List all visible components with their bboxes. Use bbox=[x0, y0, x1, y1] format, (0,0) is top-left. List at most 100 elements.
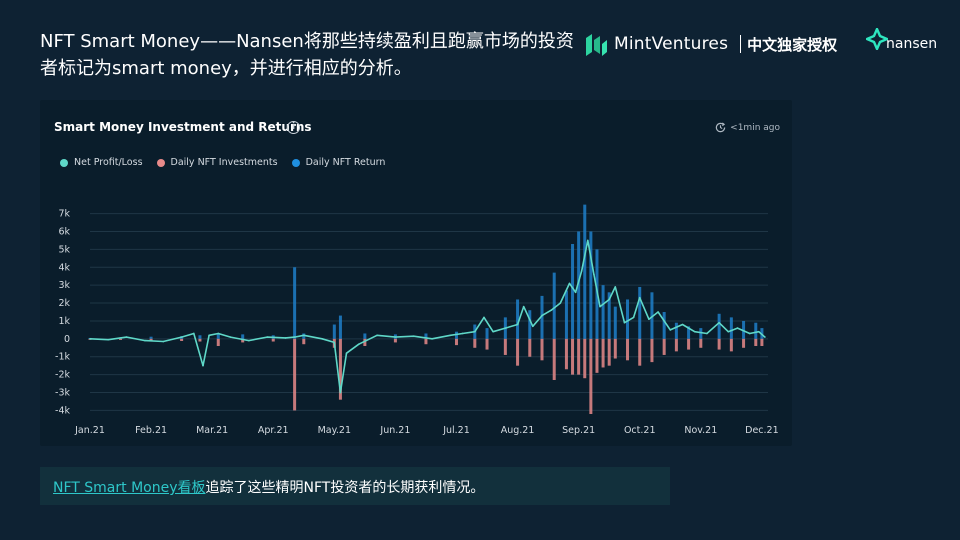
investment-bar bbox=[583, 338, 587, 379]
investment-bar bbox=[338, 338, 342, 400]
return-bar bbox=[583, 204, 587, 339]
net-profit-point bbox=[266, 336, 268, 338]
caption: NFT Smart Money看板追踪了这些精明NFT投资者的长期获利情况。 bbox=[53, 477, 484, 497]
return-bar bbox=[564, 290, 568, 339]
x-tick-label: Apr.21 bbox=[258, 425, 289, 436]
investment-bar bbox=[241, 338, 245, 343]
brand-divider bbox=[740, 35, 742, 53]
net-profit-point bbox=[681, 323, 684, 326]
net-profit-point bbox=[162, 340, 165, 343]
net-profit-point bbox=[339, 391, 342, 394]
y-tick-label: 5k bbox=[58, 244, 70, 255]
net-profit-point bbox=[727, 330, 730, 333]
return-bar bbox=[674, 322, 678, 339]
investment-bar bbox=[638, 338, 642, 366]
x-tick-label: Jan.21 bbox=[74, 425, 105, 436]
investment-bar bbox=[687, 338, 691, 350]
return-bar bbox=[198, 335, 202, 339]
net-profit-point bbox=[550, 309, 552, 312]
return-bar bbox=[424, 333, 428, 339]
net-profit-point bbox=[217, 332, 220, 335]
return-bar bbox=[662, 312, 666, 339]
net-profit-point bbox=[574, 291, 577, 294]
net-profit-point bbox=[376, 334, 378, 337]
legend-label-return: Daily NFT Return bbox=[305, 157, 386, 168]
refresh-clock-icon bbox=[715, 122, 726, 133]
caption-text: 追踪了这些精明NFT投资者的长期获利情况。 bbox=[205, 480, 485, 496]
y-tick-label: -1k bbox=[55, 352, 70, 363]
x-tick-label: Aug.21 bbox=[501, 425, 535, 436]
info-icon[interactable]: i bbox=[287, 121, 300, 134]
investment-bar bbox=[473, 338, 477, 348]
investment-bar bbox=[674, 338, 678, 352]
return-bar bbox=[149, 336, 153, 339]
y-tick-label: 0 bbox=[64, 334, 70, 345]
y-tick-label: 7k bbox=[58, 209, 70, 220]
net-profit-point bbox=[758, 330, 760, 333]
net-profit-point bbox=[107, 338, 110, 341]
net-profit-point bbox=[706, 332, 708, 335]
legend-dot-investments bbox=[156, 158, 165, 167]
investment-bar bbox=[485, 338, 489, 350]
investment-bar bbox=[760, 338, 764, 346]
net-profit-point bbox=[718, 321, 720, 324]
net-profit-point bbox=[208, 334, 210, 337]
investment-bar bbox=[393, 338, 397, 343]
investment-bar bbox=[424, 338, 428, 345]
return-bar bbox=[607, 292, 611, 339]
net-profit-point bbox=[522, 305, 525, 308]
return-bar bbox=[589, 231, 593, 339]
net-profit-point bbox=[587, 239, 589, 242]
slide-title: NFT Smart Money——Nansen将那些持续盈利且跑赢市场的投资者标… bbox=[40, 31, 574, 79]
net-profit-point bbox=[632, 316, 635, 319]
net-profit-point bbox=[614, 286, 617, 288]
x-tick-label: Oct.21 bbox=[624, 425, 656, 436]
return-bar bbox=[216, 333, 220, 339]
y-tick-label: 6k bbox=[58, 226, 70, 237]
x-tick-label: Jun.21 bbox=[379, 425, 410, 436]
investment-bar bbox=[662, 338, 666, 355]
net-profit-point bbox=[474, 330, 476, 333]
x-tick-label: May.21 bbox=[318, 425, 351, 436]
mint-ventures-logo-icon bbox=[586, 34, 607, 56]
net-profit-point bbox=[202, 364, 204, 367]
net-profit-point bbox=[483, 316, 485, 319]
investment-bar bbox=[564, 338, 568, 370]
net-profit-point bbox=[357, 343, 360, 346]
y-tick-label: -4k bbox=[55, 405, 70, 416]
net-profit-point bbox=[492, 330, 494, 333]
return-bar bbox=[363, 333, 367, 339]
net-profit-point bbox=[736, 327, 739, 329]
legend-dot-net-profit bbox=[60, 158, 68, 167]
investment-bar bbox=[699, 338, 703, 348]
net-profit-point bbox=[559, 302, 562, 304]
y-tick-label: -3k bbox=[55, 388, 70, 399]
x-tick-label: Jul.21 bbox=[442, 425, 470, 436]
legend-item-investments[interactable]: Daily NFT Investments bbox=[156, 157, 278, 168]
return-bar bbox=[650, 292, 654, 339]
chart-title: Smart Money Investment and Returns bbox=[54, 120, 312, 134]
return-bar bbox=[729, 317, 733, 339]
return-bar bbox=[577, 231, 581, 339]
y-tick-label: -2k bbox=[55, 370, 70, 381]
net-profit-point bbox=[532, 325, 534, 328]
dashboard-link[interactable]: NFT Smart Money看板 bbox=[53, 480, 206, 496]
y-tick-label: 4k bbox=[58, 262, 70, 273]
investment-bar bbox=[650, 338, 654, 363]
net-profit-point bbox=[144, 339, 146, 342]
net-profit-point bbox=[229, 336, 232, 338]
x-tick-label: Mar.21 bbox=[196, 425, 228, 436]
return-bar bbox=[540, 295, 544, 339]
legend-item-return[interactable]: Daily NFT Return bbox=[291, 157, 386, 168]
net-profit-point bbox=[302, 334, 305, 337]
legend-item-net-profit[interactable]: Net Profit/Loss bbox=[60, 157, 143, 168]
return-bar bbox=[332, 324, 336, 339]
chart-legend: Net Profit/Loss Daily NFT Investments Da… bbox=[60, 157, 399, 168]
return-bar bbox=[699, 328, 703, 339]
net-profit-point bbox=[449, 334, 452, 337]
net-profit-point bbox=[345, 352, 348, 354]
net-profit-point bbox=[608, 298, 610, 301]
net-profit-point bbox=[333, 341, 336, 344]
investment-bar bbox=[540, 338, 544, 361]
return-bar bbox=[454, 331, 458, 339]
